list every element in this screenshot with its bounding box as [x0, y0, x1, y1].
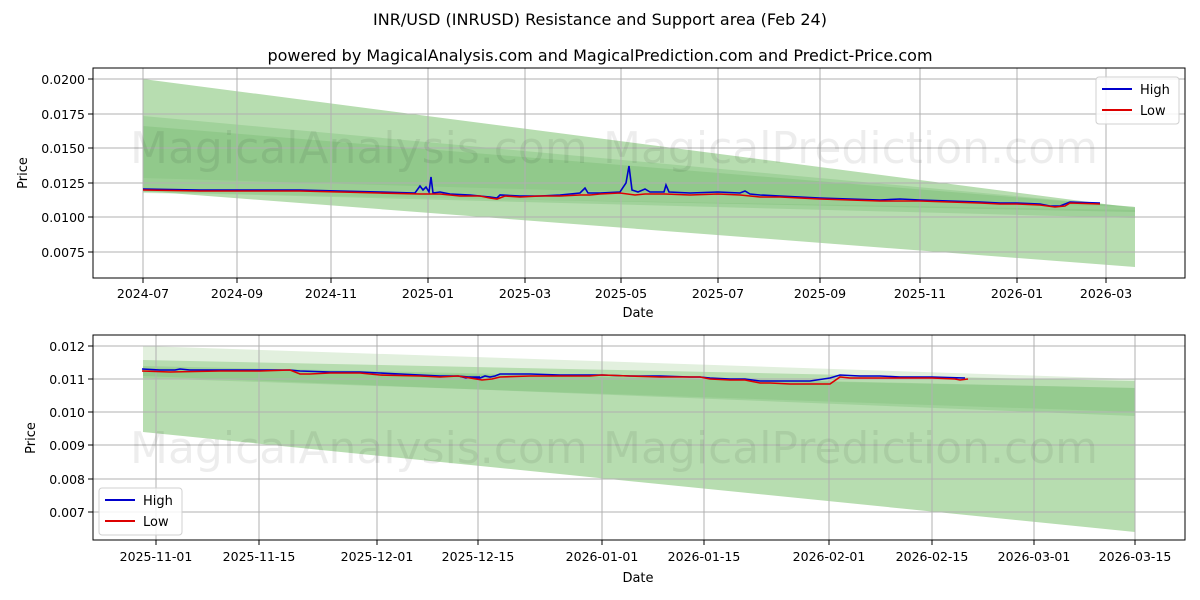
bottom-xtick: 2025-11-01 — [120, 549, 193, 564]
top-xtick: 2025-07 — [692, 286, 744, 301]
top-xtick: 2024-07 — [117, 286, 169, 301]
bottom-grid — [93, 335, 1185, 540]
legend-low-label: Low — [1140, 104, 1166, 119]
top-ytick: 0.0200 — [41, 72, 85, 87]
top-xtick: 2025-05 — [595, 286, 647, 301]
bottom-xtick: 2026-03-15 — [1099, 549, 1172, 564]
top-xtick: 2025-11 — [894, 286, 946, 301]
top-xtick: 2026-01 — [991, 286, 1043, 301]
watermark-analysis: MagicalAnalysis.com — [130, 123, 588, 174]
bottom-chart: MagicalAnalysis.com MagicalPrediction.co… — [24, 334, 1186, 586]
top-xtick: 2026-03 — [1080, 286, 1132, 301]
top-grid — [93, 68, 1185, 278]
bottom-xlabel: Date — [622, 571, 653, 586]
bottom-ytick: 0.008 — [49, 472, 85, 487]
bottom-xtick: 2026-02-01 — [793, 549, 866, 564]
top-xtick: 2024-09 — [211, 286, 263, 301]
top-axes-frame — [92, 67, 1186, 279]
legend-low-label: Low — [143, 515, 169, 530]
top-legend: High Low — [1095, 76, 1180, 125]
bottom-ytick: 0.009 — [49, 438, 85, 453]
top-ytick: 0.0150 — [41, 141, 85, 156]
bottom-xtick: 2026-03-01 — [998, 549, 1071, 564]
watermark-prediction: MagicalPrediction.com — [603, 123, 1098, 174]
top-xtick: 2025-03 — [499, 286, 551, 301]
bottom-ytick: 0.007 — [49, 505, 85, 520]
top-xtick: 2025-01 — [402, 286, 454, 301]
top-ytick: 0.0175 — [41, 107, 85, 122]
bottom-xtick: 2025-11-15 — [223, 549, 296, 564]
bottom-xtick: 2026-02-15 — [896, 549, 969, 564]
top-xlabel: Date — [622, 306, 653, 321]
watermark-analysis: MagicalAnalysis.com — [130, 423, 588, 474]
legend-high-label: High — [1140, 83, 1170, 98]
bottom-ytick: 0.012 — [49, 339, 85, 354]
bottom-legend: High Low — [98, 487, 183, 536]
bottom-xtick: 2025-12-01 — [341, 549, 414, 564]
top-low-line — [142, 189, 1101, 208]
bottom-xtick: 2026-01-15 — [668, 549, 741, 564]
bottom-ytick: 0.010 — [49, 405, 85, 420]
top-high-line — [142, 165, 1101, 207]
bottom-axes-frame — [92, 334, 1186, 541]
bottom-ytick: 0.011 — [49, 372, 85, 387]
top-ytick: 0.0075 — [41, 245, 85, 260]
watermark-prediction: MagicalPrediction.com — [603, 423, 1098, 474]
top-chart: MagicalAnalysis.com MagicalPrediction.co… — [16, 67, 1186, 321]
bottom-ylabel: Price — [24, 422, 39, 454]
chart-title: INR/USD (INRUSD) Resistance and Support … — [373, 10, 827, 29]
top-ytick: 0.0125 — [41, 176, 85, 191]
bottom-xtick: 2026-01-01 — [566, 549, 639, 564]
legend-high-label: High — [143, 494, 173, 509]
chart-subtitle: powered by MagicalAnalysis.com and Magic… — [267, 46, 933, 65]
top-ylabel: Price — [16, 157, 31, 189]
top-xtick: 2025-09 — [794, 286, 846, 301]
top-xtick: 2024-11 — [305, 286, 357, 301]
top-ytick: 0.0100 — [41, 210, 85, 225]
bottom-xtick: 2025-12-15 — [442, 549, 515, 564]
bottom-low-line — [141, 369, 969, 385]
